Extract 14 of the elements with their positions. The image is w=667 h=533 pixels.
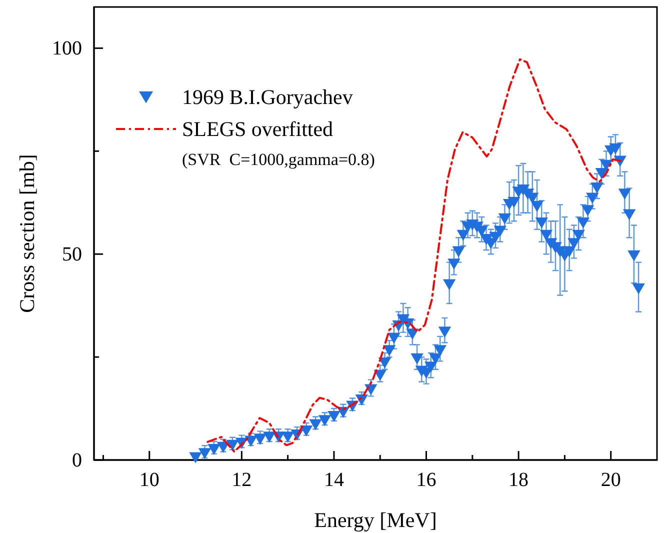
legend-label: SLEGS overfitted bbox=[182, 117, 334, 141]
x-axis-title: Energy [MeV] bbox=[314, 508, 437, 532]
annotation: (SVR C=1000,gamma=0.8) bbox=[182, 150, 375, 169]
y-tick-label: 100 bbox=[52, 38, 82, 60]
y-axis-title: Cross section [mb] bbox=[15, 154, 39, 313]
x-tick-label: 14 bbox=[324, 469, 344, 492]
x-tick-label: 10 bbox=[139, 469, 160, 492]
y-tick-label: 0 bbox=[72, 449, 82, 472]
legend-label: 1969 B.I.Goryachev bbox=[182, 85, 354, 109]
x-tick-label: 20 bbox=[600, 469, 621, 492]
x-tick-label: 12 bbox=[232, 469, 252, 492]
x-tick-label: 18 bbox=[508, 469, 529, 492]
x-tick-label: 16 bbox=[416, 469, 436, 492]
y-tick-label: 50 bbox=[62, 243, 82, 266]
